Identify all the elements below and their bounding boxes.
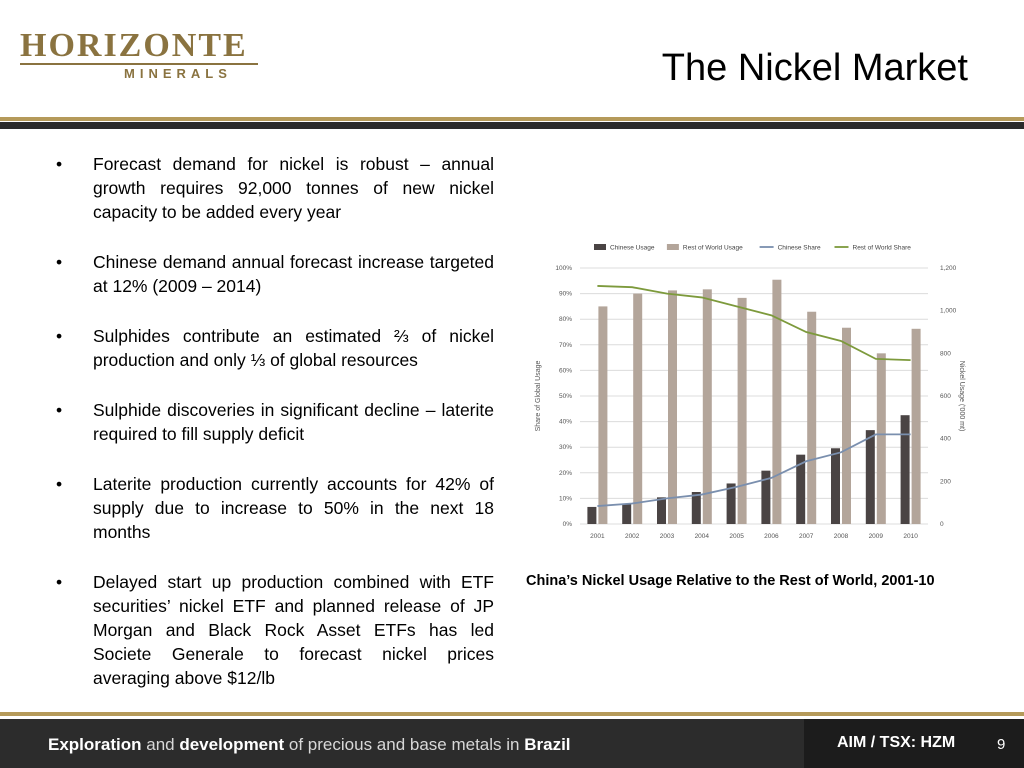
footer-bar: Exploration and development of precious … [0,719,1024,768]
y-axis-label: Share of Global Usage [535,360,542,431]
logo-main-text: HORIZONTE [20,27,248,64]
bar-chinese-usage [587,506,597,524]
y-tick-label: 90% [559,291,572,298]
x-tick-label: 2010 [903,533,918,540]
bullet-marker: • [56,572,63,592]
bar-rest-of-world-usage [772,279,782,524]
tagline-segment: of precious and base metals in [284,735,525,754]
y2-tick-label: 200 [940,478,951,485]
bullet-item: • Forecast demand for nickel is robust – … [56,152,494,224]
y-tick-label: 10% [559,495,572,502]
bar-chinese-usage [865,430,875,524]
bar-rest-of-world-usage [807,311,817,524]
bar-rest-of-world-usage [876,353,886,524]
bullet-text: Chinese demand annual forecast increase … [93,252,494,296]
bullet-marker: • [56,400,63,420]
header-gold-rule [0,117,1024,121]
x-tick-label: 2005 [729,533,744,540]
footer-tagline: Exploration and development of precious … [48,734,571,756]
bullet-item: • Sulphides contribute an estimated ⅔ of … [56,324,494,372]
x-tick-label: 2004 [695,533,710,540]
bullet-item: • Sulphide discoveries in significant dec… [56,398,494,446]
bullet-marker: • [56,326,63,346]
bar-chinese-usage [761,470,771,524]
bar-rest-of-world-usage [668,290,677,524]
legend-entry: Rest of World Usage [683,245,743,252]
tagline-segment: Exploration [48,735,142,754]
slide-title: The Nickel Market [661,47,968,89]
x-tick-label: 2008 [834,533,849,540]
bar-rest-of-world-usage [737,297,747,524]
stock-ticker: AIM / TSX: HZM [837,734,956,751]
y-tick-label: 60% [559,367,572,374]
tagline-segment: development [179,735,285,754]
bar-rest-of-world-usage [842,327,851,524]
legend-entry: Rest of World Share [853,245,912,252]
bar-chinese-usage [657,497,666,524]
chart-caption: China’s Nickel Usage Relative to the Res… [526,573,935,589]
y-tick-label: 20% [559,470,572,477]
bar-chinese-usage [726,483,736,524]
bullet-marker: • [56,154,63,174]
line-chinese-share [597,433,911,507]
x-tick-label: 2001 [590,533,605,540]
bullet-text: Laterite production currently accounts f… [93,474,494,542]
tagline-segment: Brazil [524,735,571,754]
legend-swatch [594,244,606,250]
bar-chinese-usage [796,454,806,524]
bullet-list: • Forecast demand for nickel is robust – … [56,152,494,716]
bar-chinese-usage [900,415,910,524]
x-tick-label: 2003 [660,533,675,540]
bar-rest-of-world-usage [911,328,921,524]
page-number: 9 [997,736,1006,753]
y2-tick-label: 400 [940,436,951,443]
y-tick-label: 40% [559,419,572,426]
bullet-item: • Chinese demand annual forecast increase… [56,250,494,298]
y-tick-label: 100% [555,265,572,272]
line-rest-of-world-share [597,285,911,362]
y2-axis-label: Nickel Usage ('000 mt) [958,361,965,432]
bar-chinese-usage [622,503,632,524]
logo-sub-text: MINERALS [124,66,232,81]
header-dark-rule [0,122,1024,129]
company-logo: HORIZONTE MINERALS [20,26,260,86]
bar-rest-of-world-usage [598,306,608,524]
bullet-text: Forecast demand for nickel is robust – a… [93,154,494,222]
bullet-marker: • [56,252,63,272]
x-tick-label: 2006 [764,533,779,540]
bar-rest-of-world-usage [633,293,643,524]
y2-tick-label: 1,000 [940,308,957,315]
legend-entry: Chinese Share [778,245,821,252]
y2-tick-label: 0 [940,521,944,528]
y-tick-label: 30% [559,444,572,451]
bullet-text: Sulphide discoveries in significant decl… [93,400,494,444]
legend-swatch [666,244,679,250]
bullet-marker: • [56,474,63,494]
ticker-box: AIM / TSX: HZM 9 [804,719,1024,768]
y-tick-label: 0% [563,521,573,528]
logo-divider [20,63,258,65]
bullet-text: Sulphides contribute an estimated ⅔ of n… [93,326,494,370]
bar-chinese-usage [691,492,701,524]
legend-entry: Chinese Usage [610,245,655,252]
bullet-item: • Delayed start up production combined wi… [56,570,494,690]
tagline-segment: and [141,735,180,754]
y2-tick-label: 800 [940,350,951,357]
bar-chinese-usage [831,448,840,524]
y-tick-label: 70% [559,342,572,349]
nickel-usage-chart: 0% 10% 20% 30% 40% 50% 60% 70% 80% 90% 100% 0 200 400… [535,244,965,540]
y2-tick-label: 600 [940,393,951,400]
x-tick-label: 2002 [625,533,640,540]
x-tick-label: 2009 [869,533,884,540]
bullet-item: • Laterite production currently accounts … [56,472,494,544]
y2-tick-label: 1,200 [940,265,957,272]
bar-rest-of-world-usage [702,289,712,524]
y-tick-label: 50% [559,393,572,400]
footer-gold-rule [0,712,1024,716]
bullet-text: Delayed start up production combined wit… [93,572,494,688]
x-tick-label: 2007 [799,533,814,540]
y-tick-label: 80% [559,316,572,323]
